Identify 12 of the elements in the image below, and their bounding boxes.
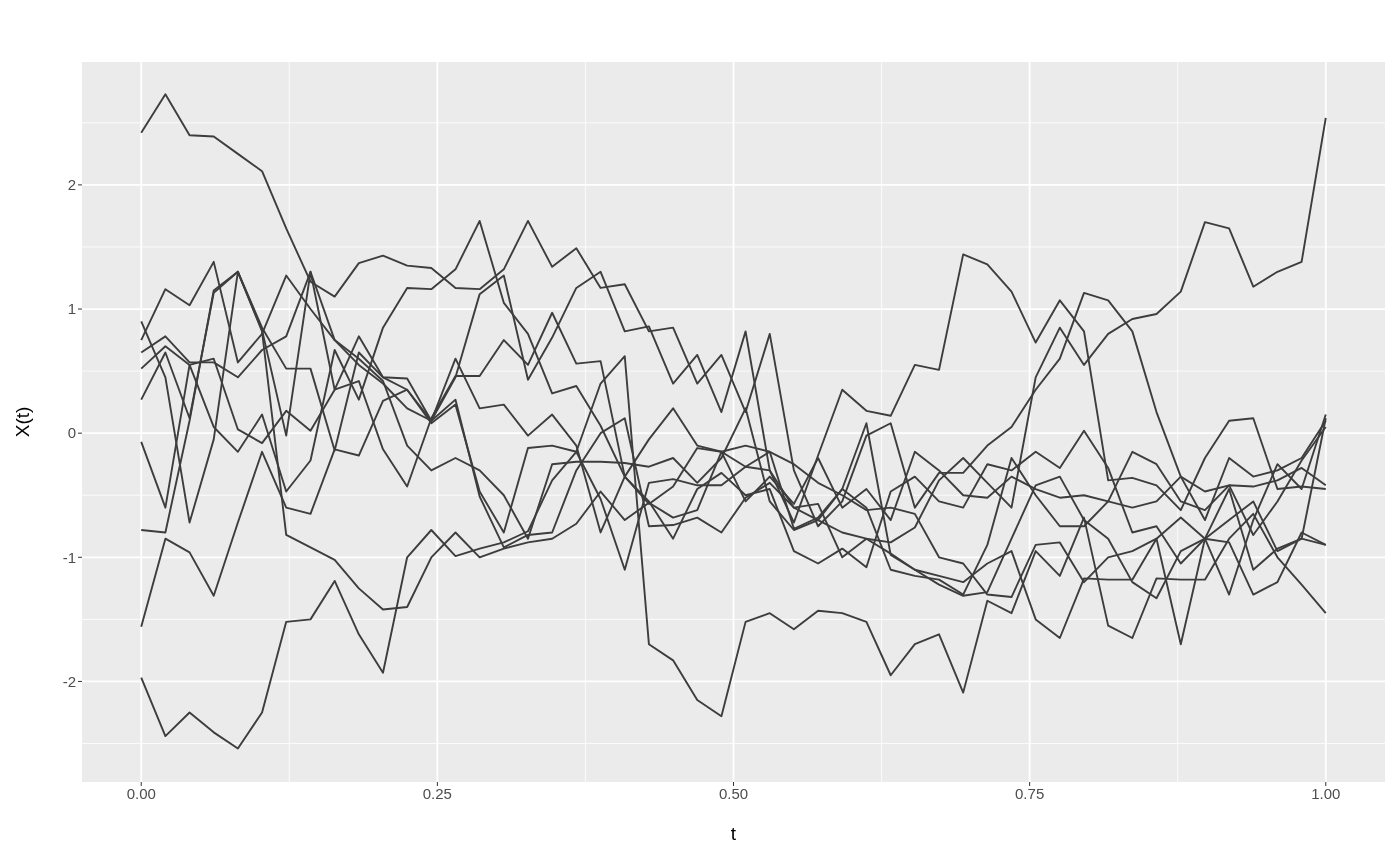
x-axis-title: t [730, 823, 737, 844]
y-tick-label: 0 [67, 424, 76, 442]
x-tick-label: 0.25 [422, 784, 452, 802]
x-tick-label: 0.00 [126, 784, 156, 802]
y-tick-label: -2 [62, 672, 76, 690]
x-tick-label: 0.75 [1015, 784, 1045, 802]
y-tick-label: -1 [62, 548, 76, 566]
y-tick-label: 1 [67, 300, 76, 318]
x-tick-label: 1.00 [1311, 784, 1341, 802]
y-axis-title: X(t) [11, 406, 33, 438]
x-tick-label: 0.50 [718, 784, 749, 802]
y-tick-label: 2 [67, 176, 76, 194]
